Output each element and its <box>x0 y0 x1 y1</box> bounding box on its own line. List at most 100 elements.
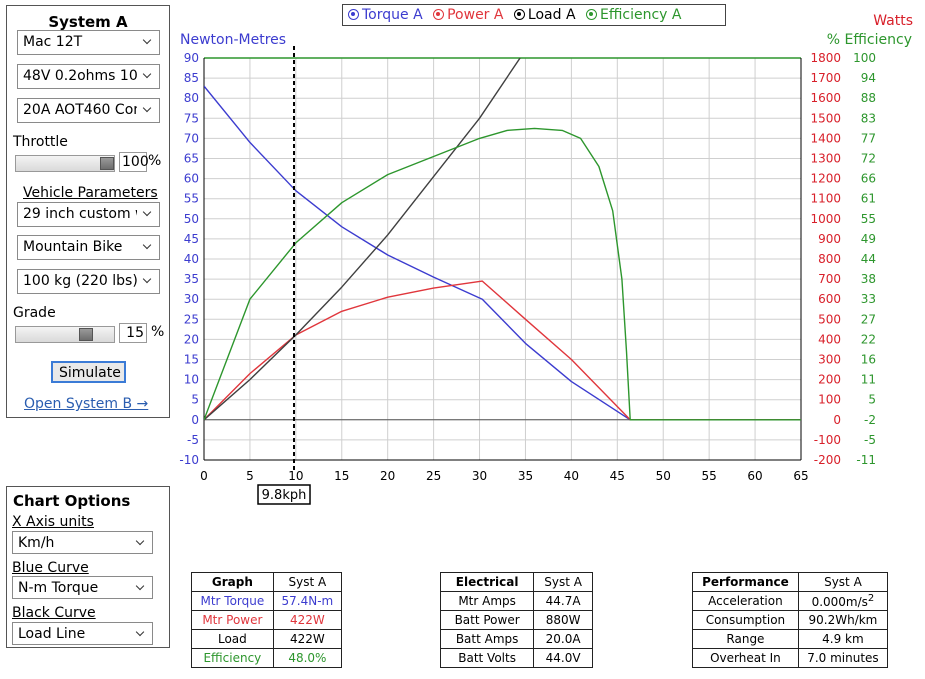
left-tick-label: 65 <box>184 152 199 166</box>
radio-dot-icon <box>433 9 445 20</box>
x-tick-label: 5 <box>246 469 254 483</box>
grade-input[interactable]: 15 <box>119 323 147 343</box>
system-a-panel: System A Mac 12T 48V 0.2ohms 10Ah 20A AO… <box>6 5 170 418</box>
x-tick-label: 15 <box>334 469 349 483</box>
table-header-cell: Graph <box>191 572 274 592</box>
legend-item-power[interactable]: Power A <box>433 5 503 25</box>
table-cell-value: 48.0% <box>272 648 343 668</box>
left-tick-label: 55 <box>184 192 199 206</box>
bike-type-select-value: Mountain Bike <box>23 239 123 255</box>
left-tick-label: -5 <box>187 433 199 447</box>
right-watts-tick-label: 1200 <box>810 172 841 186</box>
chevron-down-icon <box>134 534 148 552</box>
right-watts-tick-label: 1500 <box>810 111 841 125</box>
left-tick-label: 75 <box>184 111 199 125</box>
bike-type-select[interactable]: Mountain Bike <box>17 235 160 260</box>
table-row: Consumption 90.2Wh/km <box>692 610 889 630</box>
table-row: Mtr Amps 44.7A <box>439 591 593 611</box>
blue-curve-select[interactable]: N-m Torque <box>12 576 153 599</box>
right-watts-tick-label: 900 <box>818 232 841 246</box>
right-watts-tick-label: 1600 <box>810 91 841 105</box>
series-line-torque <box>204 85 801 421</box>
table-header-row: Electrical Syst A <box>439 572 593 592</box>
chevron-down-icon <box>141 33 155 51</box>
table-row: Load 422W <box>191 629 343 649</box>
x-tick-label: 20 <box>380 469 395 483</box>
left-tick-label: 0 <box>191 413 199 427</box>
table-row: Efficiency 48.0% <box>191 648 343 668</box>
table-cell-label: Mtr Amps <box>439 591 535 611</box>
vehicle-parameters-link[interactable]: Vehicle Parameters <box>23 185 158 201</box>
simulate-button[interactable]: Simulate <box>51 361 126 383</box>
right-efficiency-tick-label: -5 <box>864 433 876 447</box>
left-tick-label: 5 <box>191 393 199 407</box>
table-row: Mtr Torque 57.4N-m <box>191 591 343 611</box>
x-tick-label: 35 <box>518 469 533 483</box>
series-line-efficiency <box>204 127 801 421</box>
throttle-input[interactable]: 100 <box>119 152 149 172</box>
black-curve-select[interactable]: Load Line <box>12 622 153 645</box>
x-tick-label: 30 <box>472 469 487 483</box>
x-tick-label: 50 <box>656 469 671 483</box>
grade-slider[interactable] <box>15 326 115 343</box>
table-row: Overheat In 7.0 minutes <box>692 648 889 668</box>
table-cell-label: Efficiency <box>191 648 274 668</box>
right-efficiency-tick-label: 33 <box>861 292 876 306</box>
left-tick-label: 80 <box>184 91 199 105</box>
controller-select-value: 20A AOT460 Controller <box>23 102 137 118</box>
legend-item-torque[interactable]: Torque A <box>348 5 423 25</box>
right-watts-tick-label: 100 <box>818 393 841 407</box>
right-watts-tick-label: 300 <box>818 353 841 367</box>
x-tick-label: 40 <box>564 469 579 483</box>
radio-dot-icon <box>586 9 597 20</box>
table-cell-label: Mtr Torque <box>191 591 274 611</box>
right-watts-tick-label: 1100 <box>810 192 841 206</box>
right-efficiency-tick-label: 83 <box>861 111 876 125</box>
left-tick-label: 30 <box>184 292 199 306</box>
table-header-cell: Syst A <box>533 572 593 592</box>
right-efficiency-tick-label: -2 <box>864 413 876 427</box>
wheel-select[interactable]: 29 inch custom wheel <box>17 202 160 227</box>
right-efficiency-tick-label: 66 <box>861 172 876 186</box>
series-line-load <box>204 58 521 421</box>
weight-select[interactable]: 100 kg (220 lbs) Cargo <box>17 269 160 294</box>
controller-select[interactable]: 20A AOT460 Controller <box>17 98 160 123</box>
chevron-down-icon <box>141 101 155 119</box>
right-watts-tick-label: 1300 <box>810 152 841 166</box>
x-tick-label: 55 <box>702 469 717 483</box>
table-cell-label: Batt Amps <box>439 629 535 649</box>
legend-item-load[interactable]: Load A <box>513 5 576 25</box>
motor-select[interactable]: Mac 12T <box>17 30 160 55</box>
chart-options-title: Chart Options <box>13 492 131 510</box>
right-watts-axis-title: Watts <box>873 13 913 29</box>
table-header-cell: Syst A <box>797 572 889 592</box>
throttle-slider-thumb[interactable] <box>100 157 114 170</box>
motor-select-value: Mac 12T <box>23 34 83 50</box>
motor-simulation-chart: 0 5 10 15 20 25 30 35 40 45 50 55 60 65-10-5051015202… <box>179 32 912 505</box>
battery-select-value: 48V 0.2ohms 10Ah <box>23 68 137 84</box>
table-cell-label: Range <box>692 629 799 649</box>
chart-options-panel: Chart Options X Axis units Km/h Blue Cur… <box>6 486 170 648</box>
chevron-down-icon <box>134 625 148 643</box>
table-cell-value: 4.9 km <box>797 629 889 649</box>
right-efficiency-tick-label: 22 <box>861 332 876 346</box>
blue-curve-label: Blue Curve <box>12 560 89 576</box>
table-row: Batt Amps 20.0A <box>439 629 593 649</box>
table-cell-label: Consumption <box>692 610 799 630</box>
right-efficiency-tick-label: 27 <box>861 312 876 326</box>
right-efficiency-tick-label: 55 <box>861 212 876 226</box>
legend-label-load: Load A <box>527 7 576 23</box>
table-cell-value: 422W <box>272 610 343 630</box>
legend-item-efficiency[interactable]: Efficiency A <box>586 5 681 25</box>
table-cell-value: 44.7A <box>533 591 593 611</box>
battery-select[interactable]: 48V 0.2ohms 10Ah <box>17 64 160 89</box>
open-system-b-link[interactable]: Open System B → <box>24 396 149 412</box>
grade-slider-thumb[interactable] <box>79 328 93 341</box>
x-tick-label: 60 <box>747 469 762 483</box>
throttle-slider[interactable] <box>15 155 115 172</box>
table-header-row: Graph Syst A <box>191 572 343 592</box>
x-axis-units-select[interactable]: Km/h <box>12 531 153 554</box>
right-watts-tick-label: 500 <box>818 312 841 326</box>
electrical-table: Electrical Syst A Mtr Amps 44.7A Batt Power 8… <box>439 572 593 668</box>
table-cell-value: 44.0V <box>533 648 593 668</box>
